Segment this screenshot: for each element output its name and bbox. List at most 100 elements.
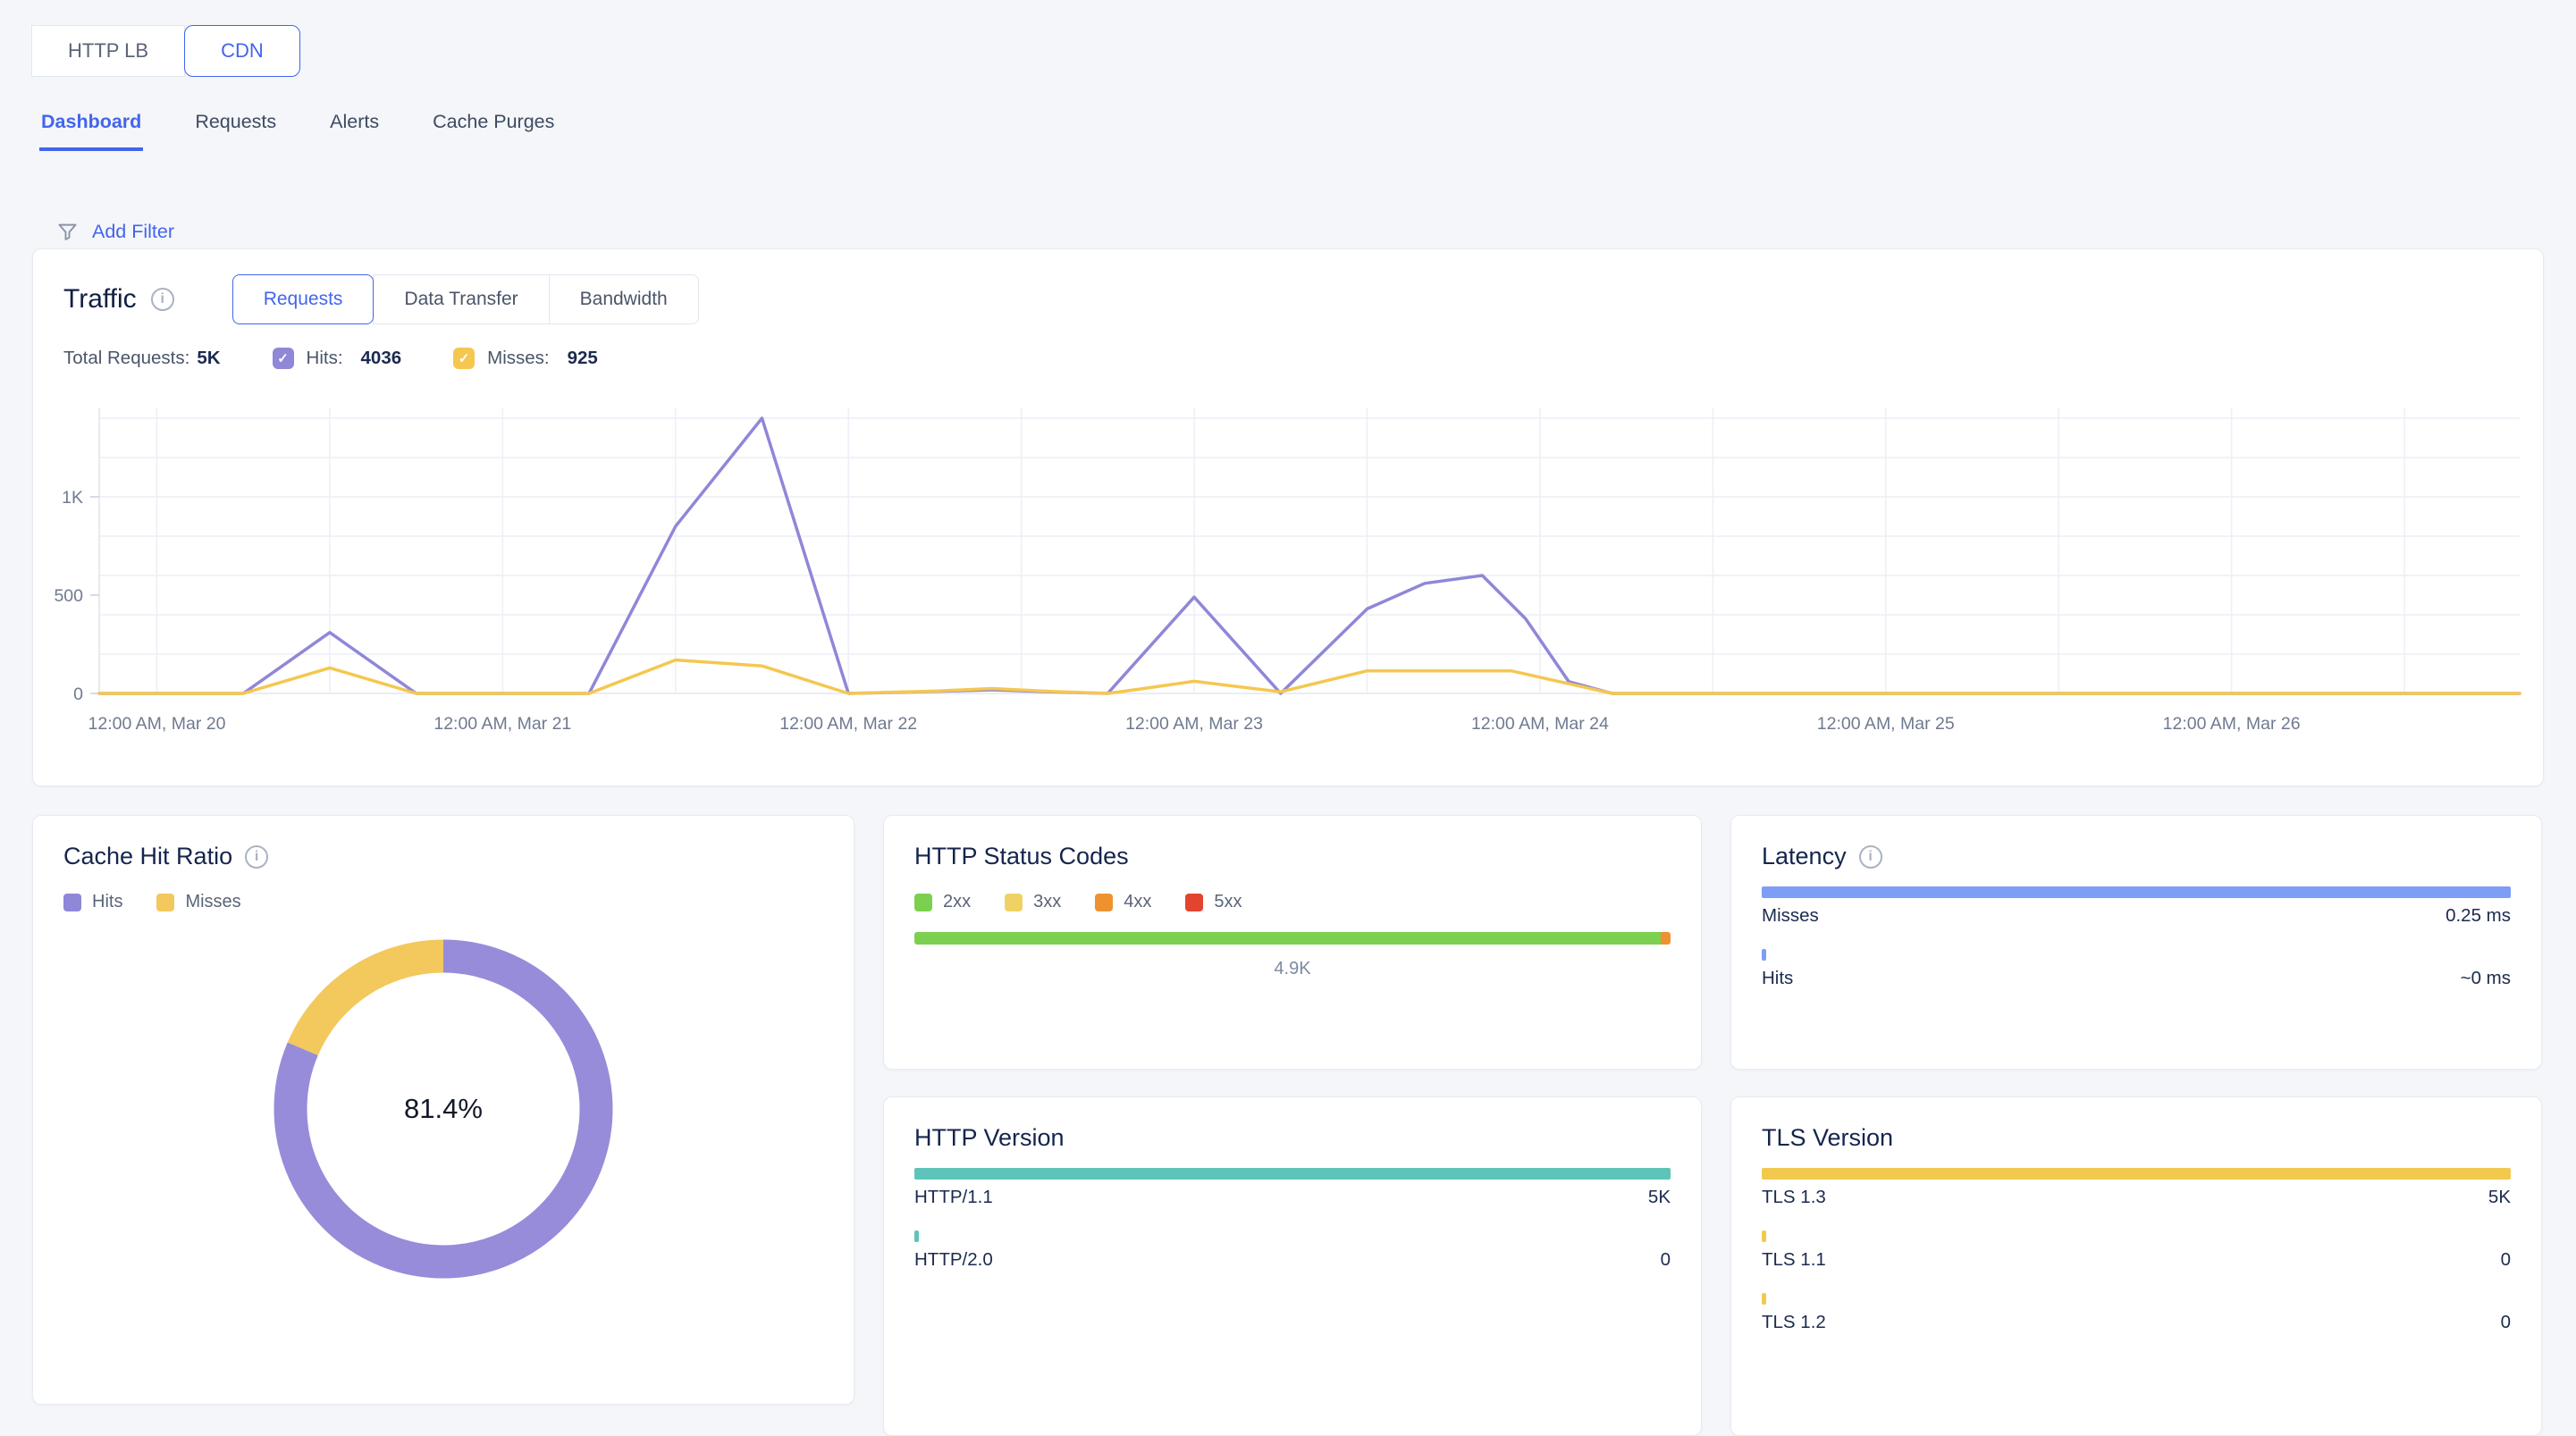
- main-tab-label: Alerts: [330, 111, 380, 132]
- latency-row-value: 0.25 ms: [2446, 905, 2511, 926]
- checkbox-check-icon: ✓: [272, 348, 294, 369]
- main-tab[interactable]: Alerts: [328, 100, 381, 151]
- http-version-row-label: HTTP/2.0: [914, 1249, 993, 1270]
- cache-legend: Hits Misses: [63, 892, 823, 912]
- tls-version-bar: [1762, 1293, 1767, 1305]
- legend-item: 5xx: [1185, 892, 1242, 912]
- svg-text:1K: 1K: [62, 488, 83, 508]
- tls-version-bar: [1762, 1230, 1767, 1242]
- series-toggle-checkbox[interactable]: ✓ Misses: 925: [453, 348, 598, 369]
- legend-item: Misses: [156, 892, 241, 912]
- total-requests-value: 5K: [197, 348, 221, 368]
- latency-row-label: Hits: [1762, 968, 1794, 988]
- status-segment-4xx: [1661, 932, 1671, 945]
- svg-text:12:00 AM, Mar 25: 12:00 AM, Mar 25: [1817, 714, 1955, 734]
- tls-version-row-value: 5K: [2488, 1187, 2511, 1207]
- main-tab[interactable]: Cache Purges: [431, 100, 556, 151]
- tls-version-row: TLS 1.1 0: [1762, 1230, 2511, 1271]
- filter-funnel-icon: [55, 220, 80, 244]
- svg-text:0: 0: [73, 684, 83, 704]
- traffic-view-switcher: Requests Data Transfer Bandwidth: [232, 274, 699, 324]
- tls-version-row-label: TLS 1.2: [1762, 1312, 1826, 1332]
- cache-hit-ratio-title: Cache Hit Ratio: [63, 843, 233, 869]
- series-toggle-checkbox[interactable]: ✓ Hits: 4036: [272, 348, 402, 369]
- latency-info-icon[interactable]: i: [1858, 844, 1882, 869]
- main-tab-label: Cache Purges: [433, 111, 555, 132]
- latency-row: Hits ~0 ms: [1762, 949, 2511, 989]
- legend-item: 4xx: [1095, 892, 1151, 912]
- legend-swatch: [156, 893, 175, 911]
- status-codes-total: 4.9K: [1274, 959, 1311, 978]
- tls-version-row-value: 0: [2500, 1249, 2511, 1270]
- legend-swatch: [1185, 893, 1204, 911]
- cache-hit-ratio-card: Cache Hit Ratio i Hits Misses 81.4%: [32, 815, 854, 1405]
- http-status-codes-title: HTTP Status Codes: [914, 843, 1129, 869]
- legend-swatch: [63, 893, 81, 911]
- traffic-view-label: Requests: [263, 289, 343, 309]
- legend-swatch: [914, 893, 932, 911]
- status-segment-2xx: [914, 932, 1661, 945]
- svg-text:12:00 AM, Mar 26: 12:00 AM, Mar 26: [2163, 714, 2301, 734]
- traffic-view-label: Bandwidth: [579, 289, 668, 309]
- tls-version-row-label: TLS 1.1: [1762, 1249, 1826, 1270]
- latency-bar: [1762, 949, 1767, 961]
- svg-text:12:00 AM, Mar 21: 12:00 AM, Mar 21: [434, 714, 571, 734]
- legend-label: 3xx: [1033, 892, 1062, 911]
- http-version-row-label: HTTP/1.1: [914, 1187, 993, 1207]
- traffic-view-button[interactable]: Requests: [232, 274, 375, 324]
- traffic-card-header: Traffic i Requests Data Transfer Bandwid…: [33, 249, 2543, 324]
- tls-version-rows: TLS 1.3 5K TLS 1.1 0 TLS 1.2 0: [1762, 1168, 2511, 1333]
- legend-item: Hits: [63, 892, 122, 912]
- latency-bar: [1762, 886, 2511, 898]
- latency-rows: Misses 0.25 ms Hits ~0 ms: [1762, 886, 2511, 989]
- http-version-rows: HTTP/1.1 5K HTTP/2.0 0: [914, 1168, 1671, 1271]
- http-version-bar: [914, 1230, 920, 1242]
- service-mode-switcher: HTTP LB CDN: [31, 25, 300, 77]
- series-toggle-label: Hits:: [306, 348, 343, 368]
- tls-version-row: TLS 1.2 0: [1762, 1293, 2511, 1333]
- http-status-codes-card: HTTP Status Codes 2xx 3xx 4xx 5xx 4.9K: [883, 815, 1702, 1070]
- main-tab-label: Requests: [195, 111, 277, 132]
- mode-button[interactable]: CDN: [184, 25, 300, 77]
- svg-text:500: 500: [54, 586, 83, 606]
- traffic-card-title: Traffic: [63, 284, 137, 314]
- http-version-row: HTTP/2.0 0: [914, 1230, 1671, 1271]
- series-toggle-value: 925: [567, 348, 598, 368]
- cache-hit-ratio-value: 81.4%: [404, 1093, 483, 1124]
- add-filter-button[interactable]: Add Filter: [55, 220, 174, 244]
- main-tab[interactable]: Requests: [193, 100, 278, 151]
- traffic-info-icon[interactable]: i: [150, 288, 174, 311]
- traffic-view-button[interactable]: Data Transfer: [373, 274, 550, 324]
- cache-hit-ratio-donut: 81.4%: [256, 921, 631, 1297]
- series-toggle-label: Misses:: [487, 348, 550, 368]
- tls-version-row: TLS 1.3 5K: [1762, 1168, 2511, 1208]
- main-tab-label: Dashboard: [41, 111, 142, 132]
- http-version-bar: [914, 1168, 1671, 1180]
- mode-button[interactable]: HTTP LB: [31, 25, 186, 77]
- traffic-view-button[interactable]: Bandwidth: [548, 274, 699, 324]
- traffic-stats-row: Total Requests: 5K ✓ Hits: 4036 ✓ Misses: 9…: [33, 324, 2543, 369]
- total-requests-stat: Total Requests: 5K: [63, 348, 221, 369]
- latency-row-value: ~0 ms: [2460, 968, 2511, 988]
- tls-version-row-label: TLS 1.3: [1762, 1187, 1826, 1207]
- tls-version-card: TLS Version TLS 1.3 5K TLS 1.1 0 TLS 1.2: [1730, 1096, 2542, 1436]
- svg-text:12:00 AM, Mar 20: 12:00 AM, Mar 20: [88, 714, 226, 734]
- legend-label: 2xx: [943, 892, 972, 911]
- series-toggle-value: 4036: [360, 348, 402, 368]
- cache-hit-ratio-info-icon[interactable]: i: [245, 844, 269, 869]
- latency-title: Latency: [1762, 843, 1847, 869]
- http-version-row-value: 0: [1660, 1249, 1671, 1270]
- legend-label: Misses: [185, 892, 241, 911]
- main-tab[interactable]: Dashboard: [39, 100, 144, 151]
- tls-version-bar: [1762, 1168, 2511, 1180]
- traffic-card: Traffic i Requests Data Transfer Bandwid…: [32, 248, 2544, 786]
- series-toggles: ✓ Hits: 4036 ✓ Misses: 925: [272, 348, 598, 369]
- legend-swatch: [1095, 893, 1114, 911]
- svg-text:12:00 AM, Mar 24: 12:00 AM, Mar 24: [1471, 714, 1609, 734]
- checkbox-check-icon: ✓: [453, 348, 476, 369]
- svg-text:12:00 AM, Mar 22: 12:00 AM, Mar 22: [779, 714, 917, 734]
- http-version-title: HTTP Version: [914, 1124, 1065, 1151]
- legend-swatch: [1005, 893, 1023, 911]
- status-codes-legend: 2xx 3xx 4xx 5xx: [914, 892, 1671, 912]
- legend-label: 5xx: [1214, 892, 1242, 911]
